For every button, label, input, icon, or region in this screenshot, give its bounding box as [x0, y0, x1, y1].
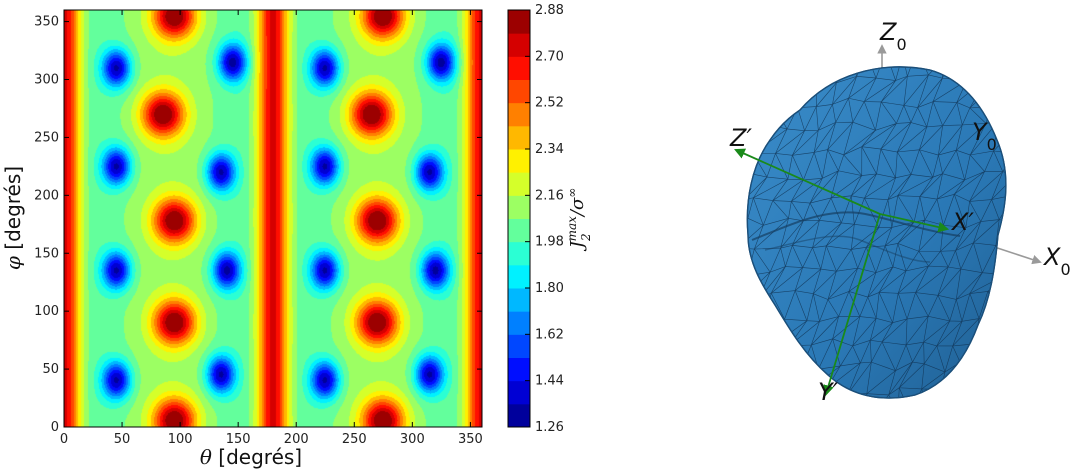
colorbar-band: [508, 10, 530, 34]
x0-label-name: X: [1042, 243, 1061, 271]
x-axis: 0 50 100 150 200 250 300 350: [60, 10, 483, 447]
x-tick-label: 100: [168, 432, 193, 447]
colorbar-tick-label: 1.98: [535, 235, 564, 250]
colorbar-band: [508, 79, 530, 104]
colorbar-band: [508, 264, 530, 289]
heatmap-image: [64, 10, 482, 427]
y-axis: 0 50 100 150 200 250 300 350: [34, 15, 482, 435]
z0-label-sub: 0: [896, 35, 906, 54]
x-tick-label: 150: [226, 432, 251, 447]
grain-diagram: Z0 Y0 X0 Z′ X′ Y′: [729, 18, 1071, 406]
x-prime-label: X′: [950, 208, 974, 236]
y-tick-label: 300: [34, 73, 59, 88]
grain-groove: [751, 211, 961, 241]
y0-label: Y0: [972, 118, 997, 154]
y-tick-label: 50: [42, 362, 59, 377]
colorbar-band: [508, 288, 530, 312]
y-prime-label: Y′: [818, 378, 839, 406]
y-tick-label: 150: [34, 246, 59, 261]
z0-label-name: Z: [879, 18, 897, 46]
x-axis-symbol: θ: [200, 445, 212, 469]
colorbar-band: [508, 334, 530, 358]
y-tick-label: 350: [34, 15, 59, 30]
colorbar-band: [508, 218, 530, 243]
colorbar-tick-label: 2.34: [535, 142, 564, 157]
colorbar-title-base: J: [567, 239, 588, 252]
colorbar-band: [508, 149, 530, 173]
colorbar-band: [508, 311, 530, 335]
y0-label-sub: 0: [987, 135, 997, 154]
z-prime-axis-line: [734, 148, 881, 215]
grain-groove-shadow: [764, 235, 931, 263]
colorbar-ticks: 1.26 1.44 1.62 1.80 1.98 2.16 2.34 2.52 2.70 2.88: [525, 3, 564, 435]
colorbar-frame: [507, 9, 531, 428]
colorbar-band: [508, 125, 530, 150]
colorbar-title-rest: /σ: [567, 197, 588, 218]
heatmap-panel: 0 50 100 150 200 250 300 350 0 50 100 150 200 250 300…: [1, 9, 483, 469]
x0-label-sub: 0: [1060, 260, 1070, 279]
colorbar-title-rest-sup: ∞: [565, 188, 579, 198]
x-tick-label: 300: [400, 432, 425, 447]
colorbar-band: [508, 403, 530, 428]
colorbar-tick-label: 2.16: [535, 188, 564, 203]
y-tick-label: 200: [34, 188, 59, 203]
z-prime-label: Z′: [729, 124, 752, 152]
x-axis-title: θ [degrés]: [200, 445, 302, 469]
colorbar-band: [508, 380, 530, 405]
colorbar-title-sub: 2: [579, 233, 593, 242]
x-tick-label: 250: [342, 432, 367, 447]
y-axis-unit: [degrés]: [1, 166, 25, 256]
y-axis-title: φ [degrés]: [1, 166, 25, 270]
y0-label-name: Y: [972, 118, 989, 146]
y-axis-symbol: φ: [1, 256, 25, 270]
colorbar-band: [508, 56, 530, 80]
x0-label: X0: [1042, 243, 1071, 279]
colorbar-band: [508, 172, 530, 196]
x-prime-axis-line: [879, 213, 950, 233]
x-tick-label: 0: [60, 432, 68, 447]
y-tick-label: 0: [51, 420, 59, 435]
colorbar-band: [508, 102, 530, 127]
colorbar-tick-label: 2.70: [535, 49, 564, 64]
colorbar-title: J2max/σ∞: [565, 188, 593, 253]
colorbar-tick-label: 2.52: [535, 96, 564, 111]
x-tick-label: 200: [284, 432, 309, 447]
colorbar-band: [508, 33, 530, 57]
colorbar-tick-label: 1.44: [535, 374, 564, 389]
y-prime-axis-line: [823, 213, 881, 397]
colorbar-bands: [508, 10, 530, 428]
y-tick-label: 250: [34, 130, 59, 145]
colorbar-tick-label: 1.80: [535, 281, 564, 296]
colorbar-band: [508, 195, 530, 219]
heatmap-frame: [63, 9, 483, 428]
x-tick-label: 50: [114, 432, 131, 447]
z0-label: Z0: [879, 18, 907, 54]
x-tick-label: 350: [458, 432, 483, 447]
colorbar: 1.26 1.44 1.62 1.80 1.98 2.16 2.34 2.52 2.70 2.88…: [507, 3, 593, 435]
colorbar-band: [508, 241, 530, 266]
colorbar-tick-label: 2.88: [535, 3, 564, 18]
colorbar-tick-label: 1.26: [535, 420, 564, 435]
colorbar-band: [508, 357, 530, 382]
y-tick-label: 100: [34, 304, 59, 319]
colorbar-tick-label: 1.62: [535, 327, 564, 342]
x-axis-unit: [degrés]: [212, 445, 302, 469]
colorbar-title-sup: max: [565, 216, 579, 242]
